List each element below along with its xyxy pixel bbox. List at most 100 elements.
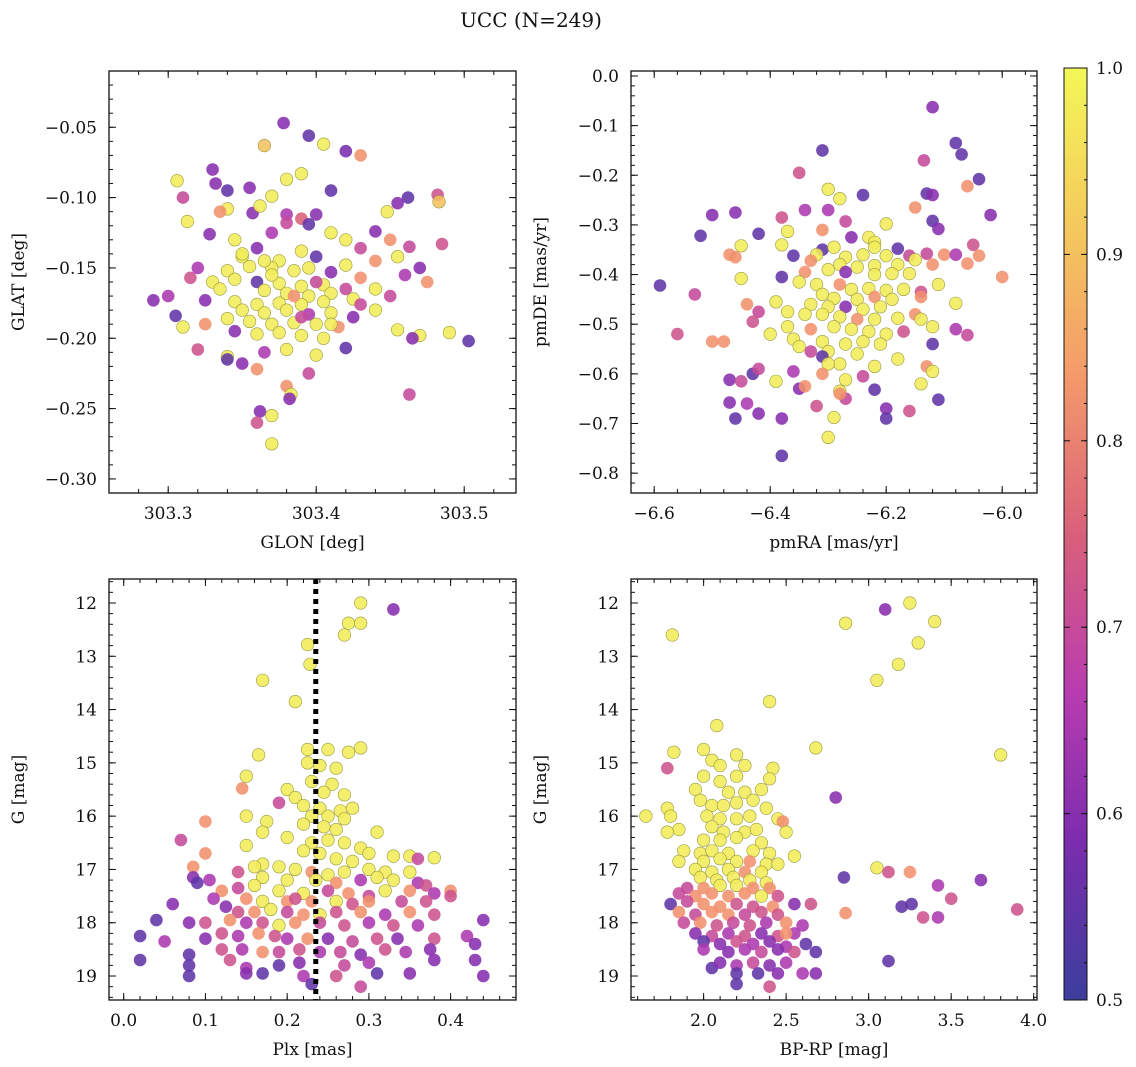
data-point: [713, 758, 727, 773]
data-point: [309, 275, 323, 289]
data-point: [368, 303, 383, 317]
data-point: [672, 822, 686, 837]
x-tick-label: 0.3: [355, 1011, 382, 1031]
data-point: [780, 320, 795, 334]
y-tick-label: −0.30: [45, 470, 97, 490]
data-point: [677, 916, 691, 929]
data-point: [301, 756, 315, 770]
data-point: [798, 307, 812, 321]
data-point: [309, 317, 323, 331]
data-point: [337, 628, 352, 642]
data-point: [321, 932, 335, 945]
data-point: [729, 812, 744, 826]
data-point: [755, 905, 768, 919]
data-point: [346, 897, 359, 911]
data-point: [949, 296, 963, 310]
data-points: [147, 116, 475, 451]
data-point: [170, 174, 184, 188]
data-point: [891, 352, 905, 366]
data-point: [250, 297, 264, 312]
data-points: [653, 100, 1009, 463]
data-point: [694, 916, 707, 929]
data-point: [174, 833, 188, 847]
data-point: [792, 339, 806, 354]
x-tick-label: 3.5: [938, 1011, 965, 1031]
data-point: [816, 144, 829, 157]
data-point: [663, 809, 678, 823]
y-axis-label: pmDE [mas/yr]: [531, 217, 551, 347]
data-point: [301, 932, 314, 945]
data-point: [293, 943, 306, 956]
data-point: [955, 148, 968, 161]
data-point: [213, 282, 227, 296]
data-point: [235, 357, 249, 370]
x-tick-label: 0.4: [437, 1011, 464, 1031]
data-point: [966, 238, 980, 252]
data-points: [639, 596, 1024, 993]
x-tick-label: 2.0: [690, 1011, 717, 1031]
data-point: [406, 332, 419, 345]
data-point: [700, 809, 714, 823]
data-point: [460, 929, 474, 943]
data-point: [908, 201, 922, 214]
data-point: [776, 815, 790, 828]
data-point: [221, 353, 234, 366]
data-point: [339, 233, 353, 247]
data-point: [247, 860, 262, 874]
x-tick-label: 4.0: [1020, 1011, 1047, 1031]
data-point: [994, 748, 1008, 762]
data-point: [796, 967, 809, 980]
data-point: [317, 295, 331, 309]
data-point: [895, 900, 908, 913]
data-point: [317, 785, 331, 799]
data-point: [256, 673, 270, 687]
data-point: [256, 967, 269, 980]
data-point: [413, 261, 427, 275]
data-point: [268, 929, 282, 943]
data-point: [873, 300, 888, 314]
data-point: [257, 254, 272, 268]
data-point: [378, 943, 392, 956]
data-point: [713, 852, 727, 866]
data-point: [250, 416, 264, 430]
data-point: [288, 862, 302, 877]
data-point: [198, 317, 212, 331]
y-tick-label: −0.3: [578, 216, 619, 236]
data-point: [228, 272, 242, 286]
data-point: [386, 849, 401, 863]
data-point: [716, 798, 731, 813]
y-tick-label: −0.2: [578, 166, 619, 186]
y-tick-label: −0.1: [578, 117, 619, 137]
colorbar-tick-label: 0.9: [1096, 245, 1123, 265]
data-point: [435, 237, 449, 251]
data-point: [289, 916, 302, 929]
y-tick-label: −0.7: [578, 414, 619, 434]
data-point: [974, 873, 988, 887]
data-point: [705, 887, 719, 900]
data-point: [908, 253, 922, 267]
data-point: [321, 742, 335, 757]
data-point: [693, 870, 707, 885]
data-point: [810, 399, 823, 413]
data-point: [386, 873, 401, 887]
data-point: [873, 337, 888, 351]
data-point: [302, 367, 316, 380]
data-point: [329, 761, 343, 775]
data-point: [239, 809, 253, 823]
data-point: [850, 312, 864, 326]
data-point: [838, 373, 853, 387]
data-point: [723, 396, 736, 409]
data-point: [879, 327, 893, 341]
data-point: [961, 179, 974, 193]
data-point: [272, 860, 286, 874]
data-point: [220, 312, 234, 326]
y-tick-label: 13: [597, 647, 619, 667]
data-point: [265, 268, 279, 282]
data-point: [339, 341, 353, 355]
data-point: [265, 317, 279, 331]
data-point: [235, 943, 249, 956]
data-point: [403, 884, 417, 898]
data-point: [722, 889, 735, 903]
y-tick-label: −0.6: [578, 365, 619, 385]
data-point: [879, 217, 893, 231]
